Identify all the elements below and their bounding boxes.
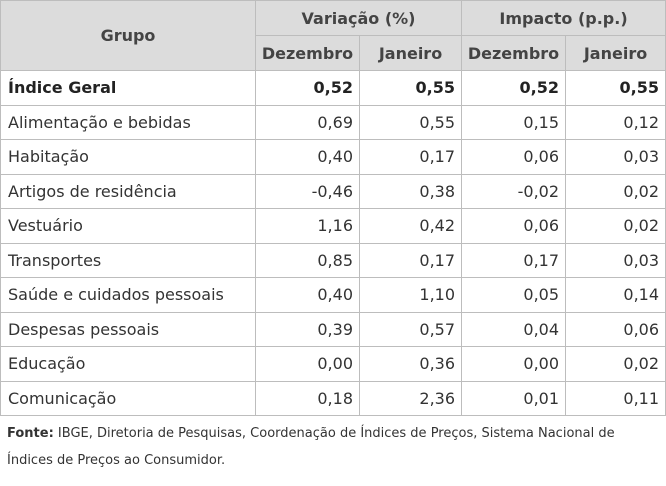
table-row: Artigos de residência -0,46 0,38 -0,02 0… [0, 173, 666, 209]
table-row: Alimentação e bebidas 0,69 0,55 0,15 0,1… [0, 104, 666, 140]
impact-jan-value: 0,06 [565, 311, 666, 347]
table-row: Vestuário 1,16 0,42 0,06 0,02 [0, 208, 666, 244]
impact-jan-value: 0,11 [565, 380, 666, 416]
header-variation-jan: Janeiro [358, 35, 463, 71]
row-label: Transportes [0, 242, 256, 278]
impact-jan-value: 0,03 [565, 139, 666, 175]
impact-jan-value: 0,02 [565, 346, 666, 382]
table-row: Saúde e cuidados pessoais 0,40 1,10 0,05… [0, 277, 666, 313]
table-row: Habitação 0,40 0,17 0,06 0,03 [0, 139, 666, 175]
impact-dec-value: 0,01 [461, 380, 567, 416]
variation-jan-value: 0,17 [358, 242, 463, 278]
variation-jan-value: 2,36 [358, 380, 463, 416]
variation-jan-value: 0,42 [358, 208, 463, 244]
table-row: Despesas pessoais 0,39 0,57 0,04 0,06 [0, 311, 666, 347]
impact-jan-value: 0,02 [565, 173, 666, 209]
impact-dec-value: 0,52 [461, 70, 567, 106]
variation-dec-value: 0,52 [255, 70, 360, 106]
row-label: Comunicação [0, 380, 256, 416]
row-label: Índice Geral [0, 70, 256, 106]
impact-dec-value: 0,04 [461, 311, 567, 347]
variation-dec-value: 0,39 [255, 311, 360, 347]
impact-jan-value: 0,12 [565, 104, 666, 140]
footnote-text: IBGE, Diretoria de Pesquisas, Coordenaçã… [7, 426, 615, 468]
table-row: Índice Geral 0,52 0,55 0,52 0,55 [0, 70, 666, 106]
row-label: Vestuário [0, 208, 256, 244]
impact-dec-value: 0,17 [461, 242, 567, 278]
variation-jan-value: 0,36 [358, 346, 463, 382]
impact-dec-value: 0,06 [461, 208, 567, 244]
variation-dec-value: 0,69 [255, 104, 360, 140]
ipca-table: Grupo Variação (%) Impacto (p.p.) Dezemb… [0, 0, 666, 416]
variation-jan-value: 0,38 [358, 173, 463, 209]
variation-dec-value: 0,00 [255, 346, 360, 382]
variation-dec-value: 0,40 [255, 139, 360, 175]
header-group: Grupo [0, 0, 256, 71]
row-label: Habitação [0, 139, 256, 175]
row-label: Educação [0, 346, 256, 382]
impact-jan-value: 0,55 [565, 70, 666, 106]
impact-jan-value: 0,03 [565, 242, 666, 278]
variation-jan-value: 1,10 [358, 277, 463, 313]
impact-dec-value: 0,15 [461, 104, 567, 140]
impact-dec-value: -0,02 [461, 173, 567, 209]
header-impact-dec: Dezembro [461, 35, 567, 71]
variation-dec-value: 1,16 [255, 208, 360, 244]
variation-dec-value: 0,40 [255, 277, 360, 313]
row-label: Artigos de residência [0, 173, 256, 209]
table-row: Educação 0,00 0,36 0,00 0,02 [0, 346, 666, 382]
variation-jan-value: 0,17 [358, 139, 463, 175]
row-label: Despesas pessoais [0, 311, 256, 347]
variation-dec-value: -0,46 [255, 173, 360, 209]
row-label: Alimentação e bebidas [0, 104, 256, 140]
impact-jan-value: 0,02 [565, 208, 666, 244]
variation-dec-value: 0,85 [255, 242, 360, 278]
row-label: Saúde e cuidados pessoais [0, 277, 256, 313]
impact-jan-value: 0,14 [565, 277, 666, 313]
footnote-label: Fonte: [7, 426, 54, 441]
variation-jan-value: 0,55 [358, 104, 463, 140]
source-footnote: Fonte: IBGE, Diretoria de Pesquisas, Coo… [0, 416, 665, 474]
table-row: Comunicação 0,18 2,36 0,01 0,11 [0, 380, 666, 416]
table-row: Transportes 0,85 0,17 0,17 0,03 [0, 242, 666, 278]
impact-dec-value: 0,06 [461, 139, 567, 175]
variation-dec-value: 0,18 [255, 380, 360, 416]
impact-dec-value: 0,05 [461, 277, 567, 313]
header-impact-jan: Janeiro [565, 35, 666, 71]
header-impact: Impacto (p.p.) [461, 0, 666, 36]
variation-jan-value: 0,55 [358, 70, 463, 106]
impact-dec-value: 0,00 [461, 346, 567, 382]
header-variation: Variação (%) [254, 0, 463, 36]
variation-jan-value: 0,57 [358, 311, 463, 347]
header-variation-dec: Dezembro [255, 35, 360, 71]
